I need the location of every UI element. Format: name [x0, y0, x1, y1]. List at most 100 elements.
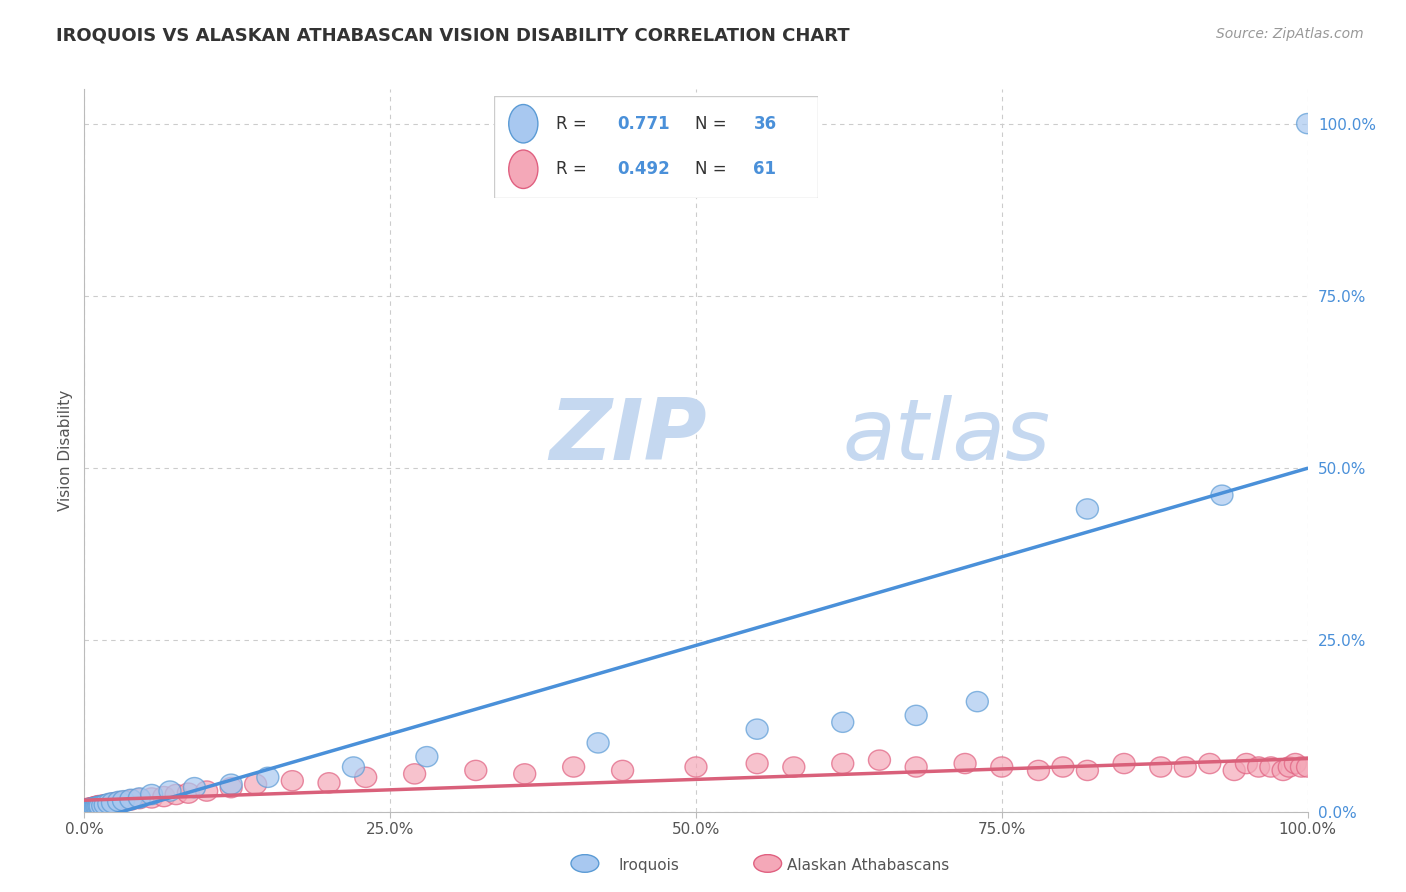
Ellipse shape: [77, 798, 98, 818]
Ellipse shape: [1077, 499, 1098, 519]
Ellipse shape: [685, 757, 707, 777]
Ellipse shape: [1077, 760, 1098, 780]
Ellipse shape: [91, 796, 114, 815]
Ellipse shape: [159, 781, 181, 801]
Ellipse shape: [98, 794, 120, 814]
Ellipse shape: [100, 793, 122, 814]
Ellipse shape: [80, 798, 101, 818]
Ellipse shape: [747, 754, 768, 773]
Ellipse shape: [955, 754, 976, 773]
Ellipse shape: [153, 787, 174, 806]
Ellipse shape: [104, 793, 127, 813]
Ellipse shape: [1211, 485, 1233, 505]
Ellipse shape: [869, 750, 890, 770]
Ellipse shape: [221, 774, 242, 794]
Ellipse shape: [128, 788, 150, 808]
Ellipse shape: [89, 796, 111, 816]
Ellipse shape: [832, 754, 853, 773]
Ellipse shape: [75, 799, 97, 820]
Ellipse shape: [80, 798, 101, 818]
Ellipse shape: [1114, 754, 1135, 773]
Text: Iroquois: Iroquois: [619, 858, 679, 872]
Ellipse shape: [1278, 757, 1301, 777]
Ellipse shape: [1028, 760, 1049, 780]
Ellipse shape: [416, 747, 437, 767]
Ellipse shape: [128, 789, 150, 809]
Ellipse shape: [177, 783, 200, 804]
Ellipse shape: [571, 855, 599, 872]
Ellipse shape: [90, 796, 112, 815]
Ellipse shape: [1296, 113, 1319, 134]
Ellipse shape: [905, 757, 927, 777]
Ellipse shape: [141, 788, 163, 808]
Ellipse shape: [79, 799, 100, 819]
Ellipse shape: [1284, 754, 1306, 773]
Ellipse shape: [120, 789, 142, 809]
Ellipse shape: [165, 784, 187, 805]
Ellipse shape: [77, 799, 98, 819]
Text: IROQUOIS VS ALASKAN ATHABASCAN VISION DISABILITY CORRELATION CHART: IROQUOIS VS ALASKAN ATHABASCAN VISION DI…: [56, 27, 849, 45]
Ellipse shape: [76, 799, 98, 819]
Ellipse shape: [108, 792, 129, 813]
Ellipse shape: [83, 797, 105, 818]
Ellipse shape: [82, 798, 104, 818]
Ellipse shape: [343, 757, 364, 777]
Ellipse shape: [404, 764, 426, 784]
Ellipse shape: [89, 796, 110, 816]
Ellipse shape: [87, 797, 108, 817]
Ellipse shape: [80, 797, 103, 818]
Ellipse shape: [89, 796, 110, 815]
Ellipse shape: [93, 795, 115, 815]
Ellipse shape: [86, 797, 108, 817]
Ellipse shape: [588, 733, 609, 753]
Ellipse shape: [79, 798, 100, 818]
Ellipse shape: [120, 790, 142, 810]
Text: atlas: atlas: [842, 394, 1050, 477]
Text: ZIP: ZIP: [550, 394, 707, 477]
Ellipse shape: [98, 793, 120, 814]
Ellipse shape: [905, 706, 927, 725]
Ellipse shape: [783, 757, 804, 777]
Ellipse shape: [1260, 757, 1282, 777]
Ellipse shape: [991, 757, 1012, 777]
Ellipse shape: [80, 798, 103, 818]
Ellipse shape: [747, 719, 768, 739]
Text: Source: ZipAtlas.com: Source: ZipAtlas.com: [1216, 27, 1364, 41]
Ellipse shape: [195, 781, 218, 801]
Ellipse shape: [1247, 757, 1270, 777]
Ellipse shape: [465, 760, 486, 780]
Ellipse shape: [281, 771, 304, 791]
Ellipse shape: [1052, 757, 1074, 777]
Ellipse shape: [86, 796, 108, 816]
Ellipse shape: [1236, 754, 1257, 773]
Ellipse shape: [83, 797, 105, 817]
Ellipse shape: [1174, 757, 1197, 777]
Y-axis label: Vision Disability: Vision Disability: [58, 390, 73, 511]
Ellipse shape: [1150, 757, 1171, 777]
Ellipse shape: [94, 795, 117, 815]
Ellipse shape: [754, 855, 782, 872]
Ellipse shape: [1291, 757, 1312, 777]
Ellipse shape: [562, 757, 585, 777]
Ellipse shape: [966, 691, 988, 712]
Ellipse shape: [1223, 760, 1246, 780]
Ellipse shape: [101, 793, 124, 813]
Ellipse shape: [96, 795, 117, 815]
Ellipse shape: [112, 790, 135, 811]
Ellipse shape: [112, 791, 135, 812]
Ellipse shape: [82, 797, 104, 818]
Ellipse shape: [87, 796, 108, 816]
Ellipse shape: [108, 791, 129, 812]
Ellipse shape: [318, 772, 340, 793]
Ellipse shape: [76, 799, 98, 820]
Ellipse shape: [354, 767, 377, 788]
Ellipse shape: [245, 774, 267, 794]
Ellipse shape: [257, 767, 278, 788]
Ellipse shape: [221, 778, 242, 797]
Ellipse shape: [75, 799, 97, 819]
Ellipse shape: [84, 797, 107, 817]
Ellipse shape: [612, 760, 634, 780]
Ellipse shape: [832, 712, 853, 732]
Ellipse shape: [1296, 757, 1319, 777]
Ellipse shape: [1272, 760, 1294, 780]
